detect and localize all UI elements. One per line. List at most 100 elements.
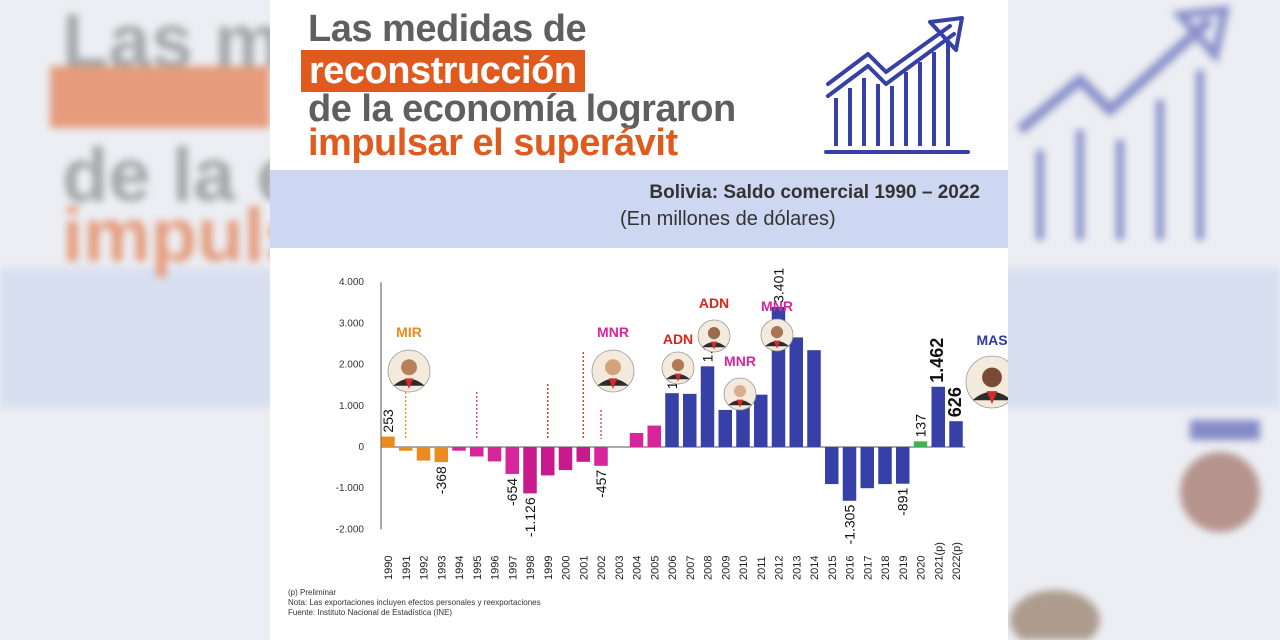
bar: [825, 447, 839, 485]
y-tick-label: 4.000: [339, 277, 364, 288]
data-label: 253: [380, 409, 396, 433]
x-tick-label: 1990: [383, 556, 395, 580]
headline-line-2-highlight: reconstrucción: [301, 50, 585, 92]
backdrop-growth-icon: [1016, 5, 1231, 240]
bar: [665, 393, 679, 447]
party-label: MIR: [396, 324, 422, 340]
portrait-face-icon: [401, 359, 417, 376]
y-tick-label: 2.000: [339, 360, 364, 371]
bar: [807, 350, 821, 447]
chart-header-band: [270, 170, 1008, 248]
party-label: ADN: [699, 295, 729, 311]
bar: [842, 447, 857, 501]
party-label: MNR: [761, 298, 793, 314]
presidential-sash-icon: [404, 378, 414, 389]
x-tick-label: 2014: [809, 556, 821, 580]
bar: [381, 436, 395, 447]
x-tick-label: 2002: [596, 556, 608, 580]
x-tick-label: 2022(p): [951, 542, 963, 580]
bar: [541, 447, 555, 476]
bar: [860, 447, 874, 489]
x-tick-label: 2016: [845, 556, 857, 580]
backdrop-portrait: [1180, 452, 1260, 532]
bar: [683, 393, 697, 447]
x-tick-label: 2010: [738, 556, 750, 580]
bar: [647, 425, 661, 447]
x-tick-label: 1994: [454, 556, 466, 580]
x-tick-label: 1997: [507, 556, 519, 580]
x-tick-label: 2001: [578, 556, 590, 580]
data-label: -1.126: [522, 497, 538, 537]
backdrop-portrait-2: [1010, 590, 1100, 640]
data-label: -891: [895, 488, 911, 516]
bar: [487, 447, 502, 462]
x-tick-label: 2000: [561, 556, 573, 580]
bar: [434, 447, 448, 463]
x-tick-label: 2012: [774, 556, 786, 580]
trade-balance-chart: 4.000 3.000 2.000 1.000 0 -1.000 -2.000 1990 199…: [336, 268, 1008, 580]
note-exportaciones: Nota: Las exportaciones incluyen efectos…: [288, 598, 541, 607]
note-preliminar: (p) Preliminar: [288, 588, 337, 597]
bar: [718, 409, 732, 447]
y-tick-label: 3.000: [339, 318, 364, 329]
bar: [470, 447, 484, 457]
bar: [949, 421, 963, 447]
y-tick-label: 0: [358, 442, 364, 453]
x-tick-label: 1992: [419, 556, 431, 580]
bar: [629, 432, 644, 447]
bar: [700, 366, 715, 447]
portrait-face-icon: [733, 385, 747, 398]
bar: [789, 337, 803, 447]
bar: [523, 447, 537, 494]
party-label: MAS: [976, 332, 1007, 348]
bar: [399, 447, 413, 451]
portrait-face-icon: [605, 359, 621, 376]
presidential-sash-icon: [986, 391, 998, 405]
x-tick-label: 1996: [490, 556, 502, 580]
headline-line-4: impulsar el superávit: [308, 122, 678, 164]
y-tick-label: -2.000: [336, 524, 365, 535]
data-label: 3.401: [771, 268, 787, 303]
portrait-face-icon: [770, 326, 784, 339]
x-tick-label: 2015: [827, 556, 839, 580]
data-label: 137: [913, 414, 929, 438]
x-tick-label: 1993: [436, 556, 448, 580]
bar: [913, 441, 928, 447]
party-label: MNR: [724, 353, 756, 369]
x-tick-label: 1998: [525, 556, 537, 580]
portrait-face-icon: [982, 367, 1002, 388]
data-label: -654: [504, 478, 520, 506]
chart-title: Bolivia: Saldo comercial 1990 – 2022: [649, 182, 980, 203]
x-tick-label: 1995: [472, 556, 484, 580]
presidential-sash-icon: [608, 378, 618, 389]
x-tick-label: 1991: [401, 556, 413, 580]
presidential-sash-icon: [710, 341, 718, 350]
data-label: 626: [945, 387, 965, 417]
x-tick-label: 2003: [614, 556, 626, 580]
backdrop-badge: [1190, 420, 1260, 440]
bar: [576, 447, 590, 462]
bar: [754, 394, 768, 447]
presidential-sash-icon: [773, 340, 781, 349]
x-tick-label: 2018: [880, 556, 892, 580]
y-tick-label: 1.000: [339, 401, 364, 412]
bar: [558, 447, 573, 471]
x-tick-label: 1999: [543, 556, 555, 580]
bar: [594, 447, 608, 466]
presidential-sash-icon: [674, 373, 682, 382]
note-fuente: Fuente: Instituto Nacional de Estadístic…: [288, 608, 453, 617]
growth-chart-icon: [824, 16, 970, 154]
x-tick-label: 2008: [703, 556, 715, 580]
x-tick-label: 2009: [720, 556, 732, 580]
data-label: -1.305: [842, 505, 858, 545]
backdrop-headline-2: [50, 66, 270, 128]
x-tick-label: 2006: [667, 556, 679, 580]
bar: [452, 447, 466, 451]
portrait-face-icon: [707, 327, 721, 340]
party-label: MNR: [597, 324, 629, 340]
headline-line-1: Las medidas de: [308, 8, 587, 50]
x-tick-label: 2007: [685, 556, 697, 580]
data-label: -368: [433, 466, 449, 494]
presidential-sash-icon: [736, 399, 744, 408]
portrait-face-icon: [671, 359, 685, 372]
